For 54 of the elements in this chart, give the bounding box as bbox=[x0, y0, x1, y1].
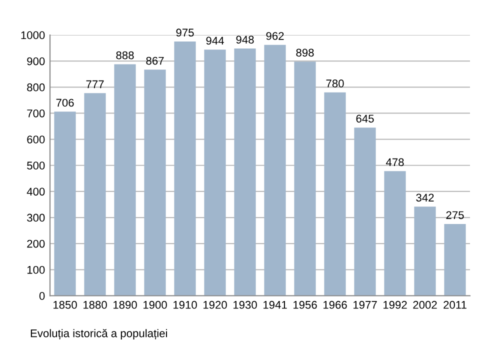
y-tick-label: 100 bbox=[27, 266, 45, 274]
bar bbox=[54, 112, 76, 296]
bar bbox=[384, 171, 406, 296]
y-tick-label: 200 bbox=[27, 240, 45, 248]
data-label: 478 bbox=[386, 158, 404, 166]
data-label: 780 bbox=[326, 80, 344, 88]
y-tick-label: 800 bbox=[27, 83, 45, 92]
x-tick-label: 1956 bbox=[293, 300, 317, 309]
y-tick-label: 0 bbox=[39, 292, 45, 300]
x-tick-label: 1920 bbox=[203, 300, 227, 309]
bar bbox=[324, 92, 346, 296]
x-tick-label: 1941 bbox=[263, 300, 287, 309]
data-label: 888 bbox=[116, 51, 134, 60]
y-tick-label: 300 bbox=[27, 214, 45, 222]
bar bbox=[354, 128, 376, 296]
data-label: 645 bbox=[356, 114, 374, 123]
x-tick-label: 1930 bbox=[233, 300, 257, 309]
bar bbox=[294, 62, 316, 296]
bar bbox=[414, 206, 436, 296]
data-label: 948 bbox=[236, 36, 254, 44]
y-tick-label: 600 bbox=[27, 136, 45, 144]
data-label: 867 bbox=[146, 56, 164, 65]
bar bbox=[444, 224, 466, 296]
y-tick-label: 700 bbox=[27, 109, 45, 118]
text: Evoluția istorică a populației bbox=[30, 328, 167, 340]
bar bbox=[84, 93, 106, 296]
x-tick-label: 1890 bbox=[113, 300, 137, 309]
data-label: 975 bbox=[176, 28, 194, 37]
data-label: 706 bbox=[56, 98, 74, 107]
bar bbox=[204, 50, 226, 296]
bar bbox=[234, 48, 256, 296]
y-tick-label: 900 bbox=[27, 57, 45, 66]
x-tick-label: 1977 bbox=[353, 300, 377, 309]
y-tick-label: 1000 bbox=[21, 31, 45, 40]
data-label: 944 bbox=[206, 36, 224, 45]
data-label: 898 bbox=[296, 48, 314, 57]
bar bbox=[264, 44, 286, 296]
data-label: 275 bbox=[446, 211, 464, 220]
x-tick-label: 1900 bbox=[143, 300, 167, 309]
x-tick-label: 2011 bbox=[444, 300, 466, 309]
x-tick-label: 1992 bbox=[383, 300, 407, 309]
y-tick-label: 500 bbox=[27, 162, 45, 170]
x-tick-label: 2002 bbox=[413, 300, 437, 309]
data-label: 777 bbox=[86, 80, 104, 88]
bar bbox=[174, 42, 196, 296]
bar bbox=[144, 70, 166, 296]
y-tick-label: 400 bbox=[26, 188, 45, 196]
data-label: 342 bbox=[416, 194, 434, 202]
bar bbox=[114, 64, 136, 296]
x-tick-label: 1880 bbox=[83, 300, 107, 309]
data-label: 962 bbox=[266, 32, 284, 40]
x-tick-label: 1850 bbox=[53, 300, 77, 309]
x-tick-label: 1910 bbox=[173, 300, 197, 309]
x-tick-label: 1966 bbox=[323, 300, 347, 309]
